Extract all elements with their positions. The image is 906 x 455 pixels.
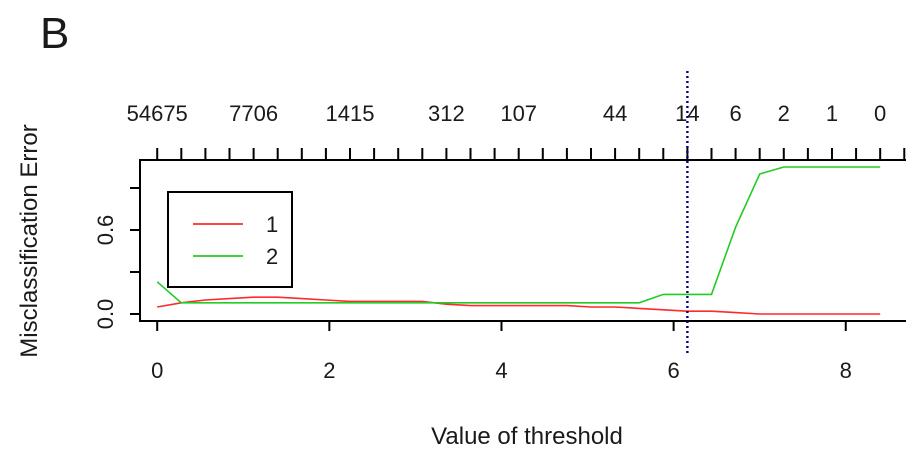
legend-label-2: 2 <box>266 244 278 269</box>
top-tick-label: 312 <box>428 101 465 126</box>
plot-border <box>139 159 906 322</box>
series-line-2 <box>156 166 881 304</box>
y-axis: 0.0 0.6 <box>93 187 140 330</box>
top-tick-label: 44 <box>603 101 627 126</box>
x-axis: 0 2 4 6 8 <box>151 321 852 383</box>
plot-frame <box>139 159 906 322</box>
top-tick-label: 2 <box>778 101 790 126</box>
top-tick-label: 7706 <box>229 101 278 126</box>
top-axis: 54675 7706 1415 312 107 44 14 6 2 1 0 <box>127 101 906 160</box>
top-tick-label: 54675 <box>127 101 188 126</box>
top-tick-label: 1415 <box>326 101 375 126</box>
legend: 12 <box>167 191 293 288</box>
y-tick-label: 0.0 <box>93 299 118 330</box>
x-axis-label: Value of threshold <box>431 423 623 450</box>
legend-box <box>167 191 293 288</box>
x-tick-label: 0 <box>151 358 163 383</box>
top-tick-label: 1 <box>826 101 838 126</box>
series-layer <box>156 166 881 315</box>
top-tick-label: 6 <box>729 101 741 126</box>
series-line-1 <box>157 296 881 315</box>
x-tick-label: 8 <box>840 358 852 383</box>
panel-label: B <box>40 9 69 58</box>
legend-label-1: 1 <box>266 212 278 237</box>
x-tick-label: 4 <box>495 358 507 383</box>
top-tick-label: 107 <box>500 101 537 126</box>
top-tick-label: 0 <box>874 101 886 126</box>
x-tick-label: 2 <box>323 358 335 383</box>
y-axis-label: Misclassification Error <box>16 124 43 357</box>
y-tick-label: 0.6 <box>93 215 118 246</box>
x-tick-label: 6 <box>667 358 679 383</box>
